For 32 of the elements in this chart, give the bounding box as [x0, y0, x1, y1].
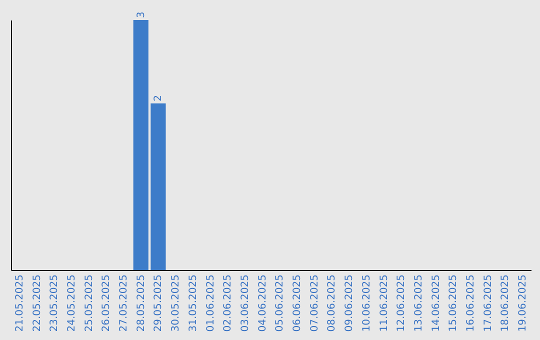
x-tick-label: 15.06.2025 [448, 274, 460, 332]
x-tick-label: 24.05.2025 [66, 274, 78, 332]
x-tick-label: 04.06.2025 [257, 274, 268, 332]
data-label: 2 [153, 94, 164, 102]
x-tick-label: 18.06.2025 [500, 274, 512, 332]
x-tick-label: 17.06.2025 [482, 274, 494, 332]
x-tick-label: 29.05.2025 [153, 274, 164, 332]
x-tick-label: 07.06.2025 [309, 274, 320, 332]
x-tick-label: 26.05.2025 [101, 274, 112, 332]
x-tick-label: 06.06.2025 [292, 274, 304, 332]
x-tick-label: 19.06.2025 [518, 274, 529, 332]
x-tick-label: 02.06.2025 [222, 274, 234, 332]
x-tick-label: 08.06.2025 [326, 274, 338, 332]
x-tick-label: 13.06.2025 [413, 274, 424, 332]
x-tick-label: 12.06.2025 [396, 274, 408, 332]
x-tick-label: 22.05.2025 [32, 274, 43, 332]
data-label: 3 [136, 12, 147, 18]
x-tick-label: 21.05.2025 [14, 274, 26, 332]
x-tick-label: 09.06.2025 [344, 274, 356, 332]
x-tick-label: 31.05.2025 [188, 274, 199, 332]
x-tick-label: 14.06.2025 [430, 274, 442, 332]
x-tick-label: 16.06.2025 [466, 274, 477, 332]
x-tick-label: 03.06.2025 [240, 274, 251, 332]
x-tick-label: 30.05.2025 [170, 274, 182, 332]
x-tick-label: 10.06.2025 [361, 274, 372, 332]
x-tick-label: 27.05.2025 [118, 274, 130, 332]
x-tick-label: 05.06.2025 [274, 274, 286, 332]
x-tick-label: 25.05.2025 [84, 274, 95, 332]
x-tick-label: 28.05.2025 [136, 274, 147, 332]
x-tick-label: 01.06.2025 [205, 274, 216, 332]
x-tick-label: 11.06.2025 [378, 274, 390, 332]
x-tick-label: 23.05.2025 [49, 274, 60, 332]
